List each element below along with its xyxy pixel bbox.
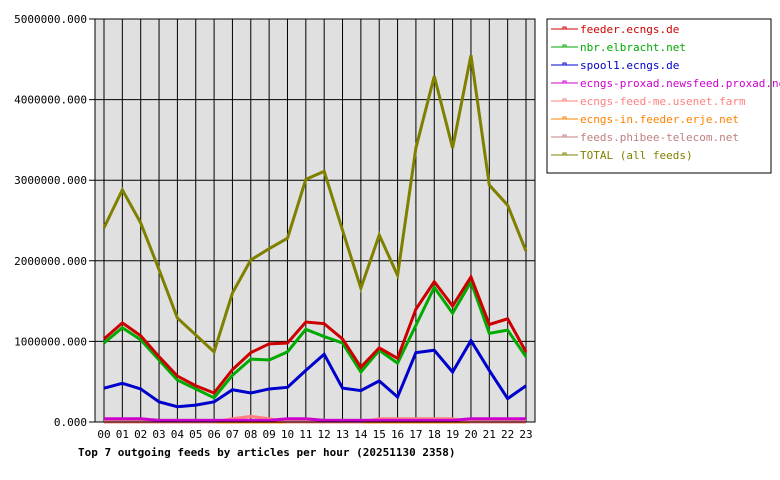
x-tick-label: 15: [373, 428, 386, 441]
legend-swatch-marker: [562, 26, 567, 30]
x-tick-label: 05: [189, 428, 202, 441]
x-tick-label: 10: [281, 428, 294, 441]
x-tick-label: 01: [116, 428, 129, 441]
legend-swatch-marker: [562, 98, 567, 102]
x-tick-label: 02: [134, 428, 147, 441]
x-tick-label: 11: [299, 428, 312, 441]
y-tick-label: 5000000.000: [14, 13, 87, 26]
x-tick-label: 12: [318, 428, 331, 441]
x-tick-label: 23: [519, 428, 532, 441]
chart-title: Top 7 outgoing feeds by articles per hou…: [78, 446, 456, 459]
legend-entry: feeds.phibee-telecom.net: [580, 131, 739, 144]
y-tick-label: 3000000.000: [14, 174, 87, 187]
x-tick-label: 16: [391, 428, 404, 441]
plot-border: [94, 18, 536, 423]
series-line: [103, 278, 528, 400]
legend-swatch-marker: [562, 134, 567, 138]
x-tick-label: 09: [263, 428, 276, 441]
y-tick-label: 4000000.000: [14, 94, 87, 107]
series-line: [103, 273, 528, 395]
series-line: [102, 54, 528, 355]
legend-swatch-marker: [562, 116, 567, 120]
legend-swatch-marker: [562, 152, 567, 156]
legend-entry: ecngs-proxad.newsfeed.proxad.net: [580, 77, 780, 90]
x-tick-label: 21: [483, 428, 496, 441]
x-tick-label: 04: [171, 428, 185, 441]
y-tick-label: 0.000: [54, 416, 87, 429]
legend-entry: ecngs-in.feeder.erje.net: [580, 113, 739, 126]
x-tick-label: 03: [152, 428, 165, 441]
legend-entry: nbr.elbracht.net: [580, 41, 686, 54]
x-tick-label: 00: [97, 428, 110, 441]
legend-entry: feeder.ecngs.de: [580, 23, 679, 36]
legend-swatch-marker: [562, 44, 567, 48]
series-line: [104, 417, 526, 422]
legend-box: [546, 18, 772, 174]
legend-swatch-marker: [562, 80, 567, 84]
legend-entry: ecngs-feed-me.usenet.farm: [580, 95, 746, 108]
legend-entry: TOTAL (all feeds): [580, 149, 693, 162]
y-tick-label: 2000000.000: [14, 255, 87, 268]
x-tick-label: 13: [336, 428, 349, 441]
x-tick-label: 20: [464, 428, 477, 441]
x-tick-label: 07: [226, 428, 239, 441]
x-tick-label: 18: [428, 428, 441, 441]
y-tick-label: 1000000.000: [14, 335, 87, 348]
series-line: [103, 337, 527, 409]
x-tick-label: 08: [244, 428, 257, 441]
x-tick-label: 17: [409, 428, 422, 441]
x-tick-label: 14: [354, 428, 368, 441]
x-tick-label: 19: [446, 428, 459, 441]
legend-swatch-marker: [562, 62, 567, 66]
legend-entry: spool1.ecngs.de: [580, 59, 679, 72]
x-tick-label: 22: [501, 428, 514, 441]
x-tick-label: 06: [207, 428, 220, 441]
